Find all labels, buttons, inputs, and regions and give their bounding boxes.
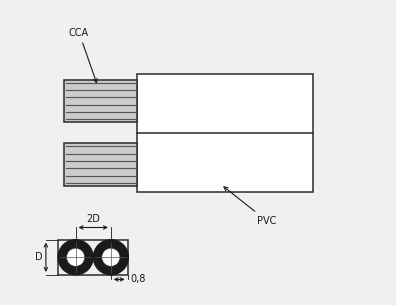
Bar bbox=[58, 240, 128, 275]
Circle shape bbox=[67, 248, 85, 266]
Text: CCA: CCA bbox=[69, 27, 97, 83]
Bar bbox=[65, 143, 137, 186]
Text: PVC: PVC bbox=[224, 187, 276, 226]
Bar bbox=[137, 74, 313, 192]
Text: 2D: 2D bbox=[86, 214, 100, 224]
Bar bbox=[65, 80, 137, 122]
Circle shape bbox=[58, 240, 93, 275]
Text: 0,8: 0,8 bbox=[130, 274, 145, 284]
Text: D: D bbox=[34, 252, 42, 262]
Circle shape bbox=[93, 240, 128, 275]
Circle shape bbox=[102, 248, 120, 266]
